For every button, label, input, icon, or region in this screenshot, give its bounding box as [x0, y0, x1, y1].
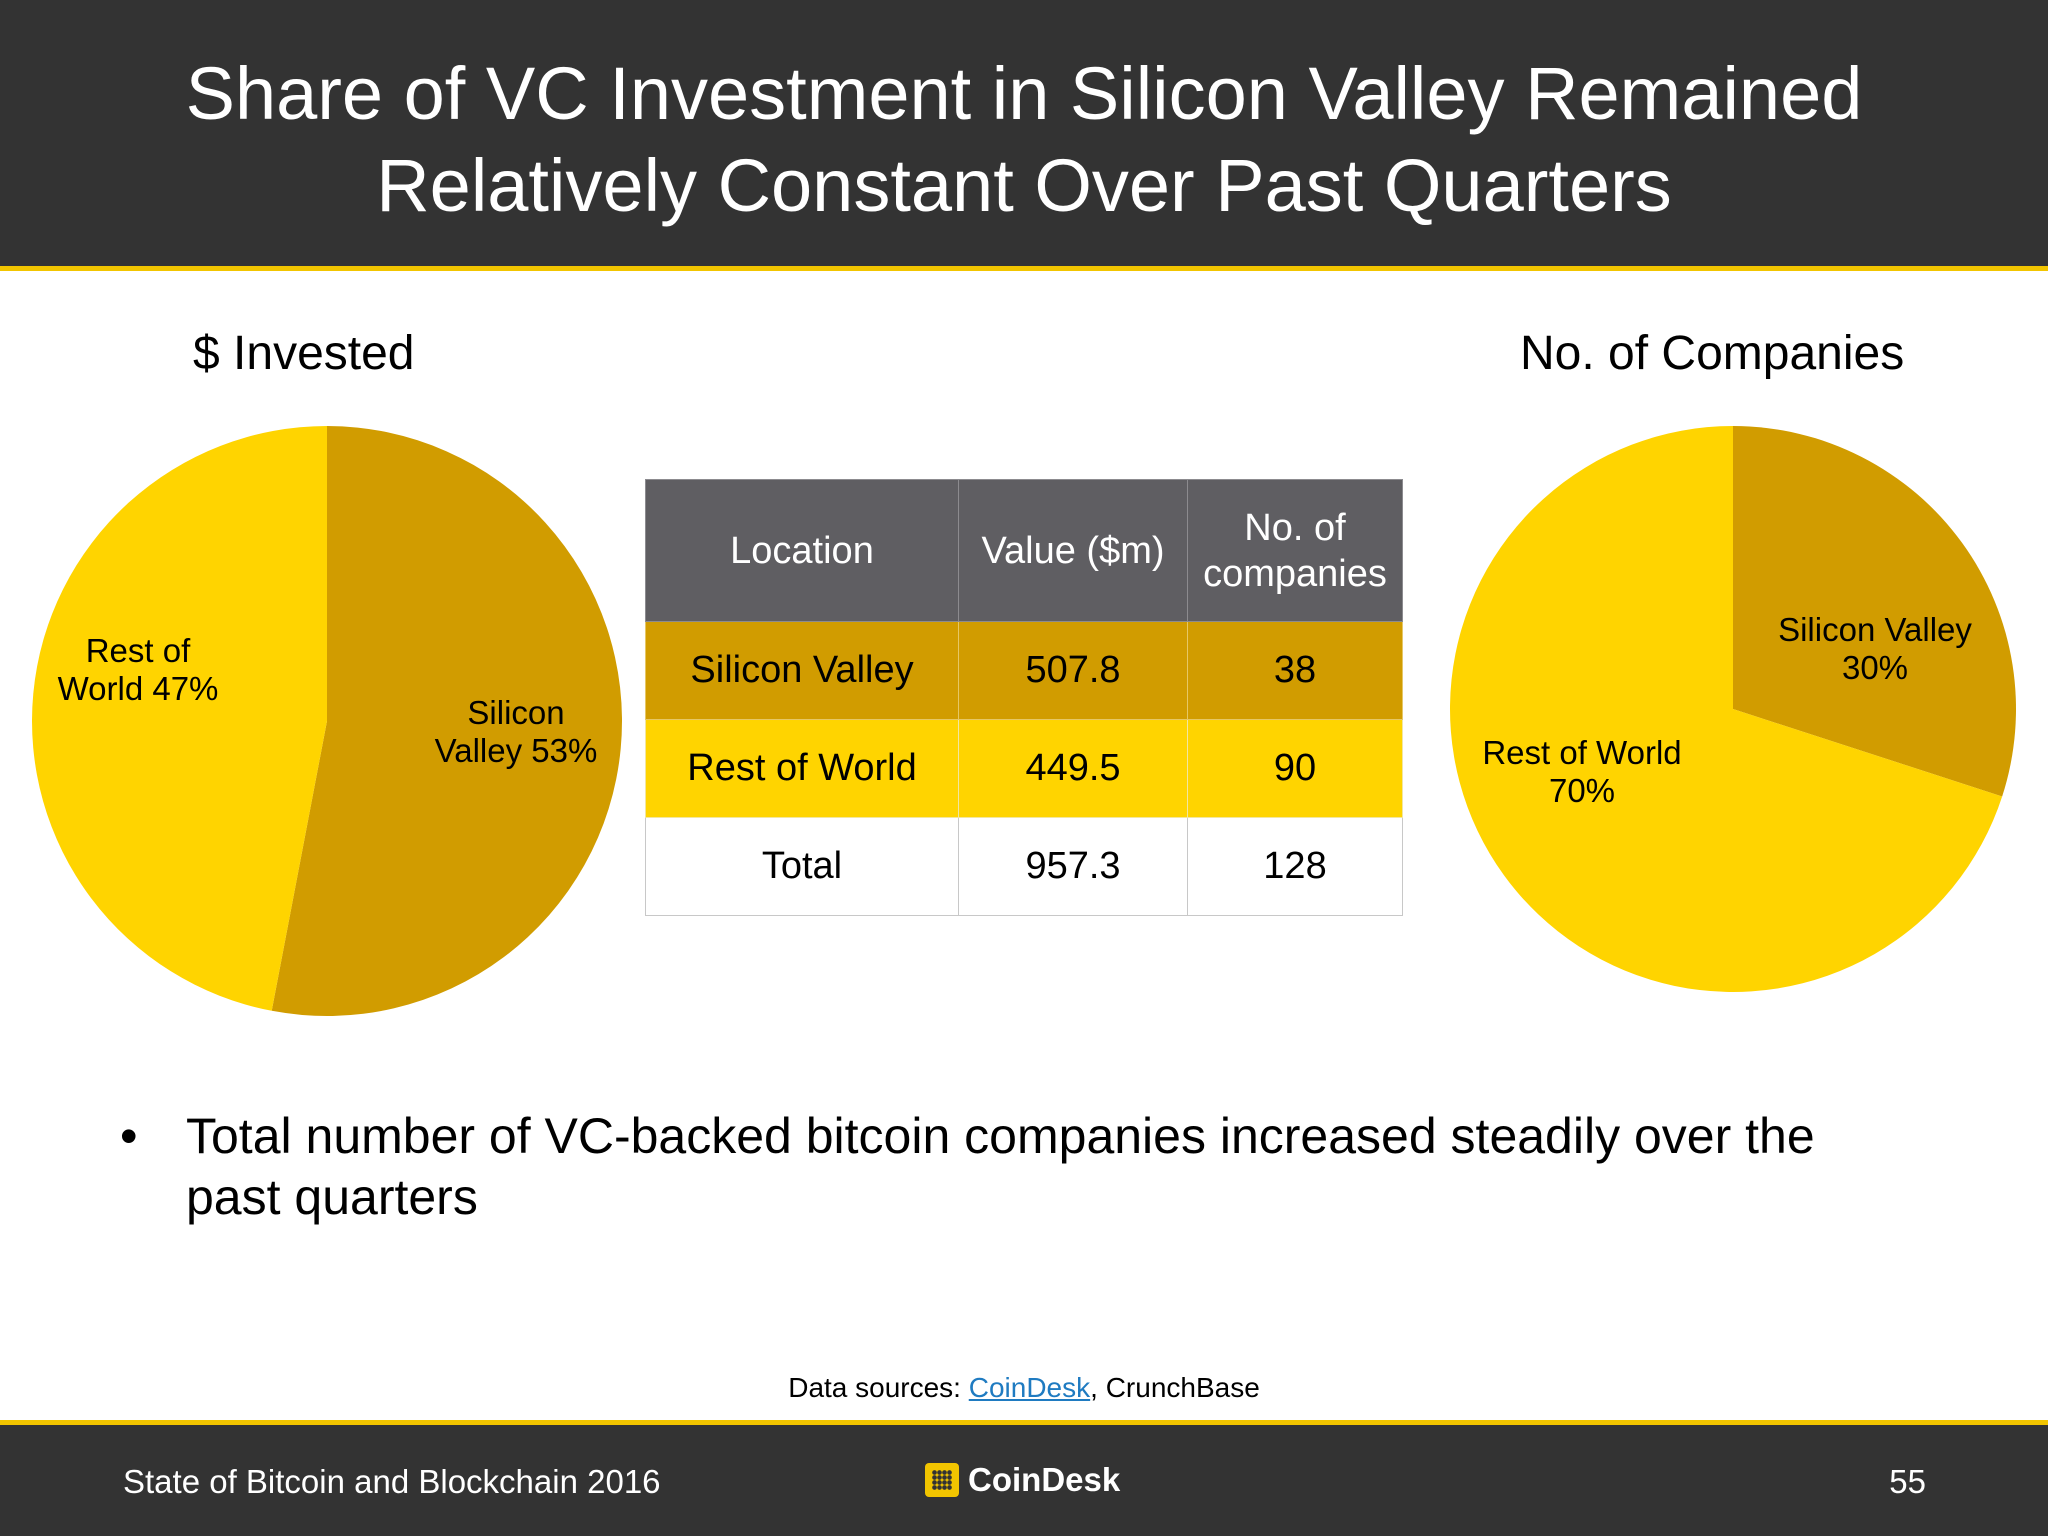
table-header-location: Location — [645, 479, 959, 622]
table-header-companies-line-1: No. of — [1244, 506, 1346, 549]
table-cell: 507.8 — [958, 621, 1188, 720]
table-row: Total 957.3 128 — [645, 817, 1403, 916]
table-cell: Rest of World — [645, 719, 959, 818]
table-cell: 449.5 — [958, 719, 1188, 818]
table-header-value: Value ($m) — [958, 479, 1188, 622]
bullet-line-1: Total number of VC-backed bitcoin compan… — [186, 1108, 1815, 1164]
slide-title-line-2: Relatively Constant Over Past Quarters — [376, 144, 1672, 227]
coindesk-link[interactable]: CoinDesk — [968, 1372, 1091, 1403]
bullet-text: Total number of VC-backed bitcoin compan… — [186, 1106, 1986, 1228]
coindesk-logo-text: CoinDesk — [968, 1461, 1121, 1498]
table-cell: 128 — [1187, 817, 1403, 916]
sources-rest: , CrunchBase — [1090, 1372, 1260, 1403]
table-cell: 38 — [1187, 621, 1403, 720]
companies-label-rest-of-world-line-1: Rest of World — [1482, 734, 1681, 771]
coindesk-logo-icon — [925, 1463, 959, 1497]
bullet-symbol: • — [120, 1108, 138, 1164]
slide-title: Share of VC Investment in Silicon Valley… — [0, 48, 2048, 232]
bullet-line-2: past quarters — [186, 1169, 478, 1225]
table-cell: Total — [645, 817, 959, 916]
table-cell: 957.3 — [958, 817, 1188, 916]
invested-chart-title: $ Invested — [193, 327, 415, 380]
invested-slice-rest-of-world — [32, 426, 327, 1011]
title-bar: Share of VC Investment in Silicon Valley… — [0, 0, 2048, 266]
investment-table: Location Value ($m) No. of companies Sil… — [645, 479, 1403, 916]
companies-label-rest-of-world-line-2: 70% — [1549, 772, 1615, 809]
invested-label-rest-of-world-line-1: Rest of — [86, 632, 191, 669]
companies-chart-title: No. of Companies — [1520, 327, 1905, 380]
companies-slice-silicon-valley — [1733, 426, 2016, 797]
data-sources: Data sources: CoinDesk, CrunchBase — [0, 1372, 2048, 1404]
invested-label-silicon-valley-line-1: Silicon — [467, 694, 564, 731]
slide-title-line-1: Share of VC Investment in Silicon Valley… — [185, 52, 1863, 135]
table-cell: 90 — [1187, 719, 1403, 818]
companies-label-silicon-valley-line-1: Silicon Valley — [1778, 611, 1972, 648]
coindesk-logo: CoinDesk — [925, 1459, 1120, 1501]
page-number: 55 — [1889, 1463, 1926, 1500]
invested-label-silicon-valley-line-2: Valley 53% — [435, 732, 598, 769]
sources-prefix: Data sources: — [788, 1372, 969, 1403]
header-accent-line — [0, 266, 2048, 271]
table-header-companies-line-2: companies — [1203, 552, 1387, 595]
table-row: Rest of World 449.5 90 — [645, 719, 1403, 818]
table-row: Silicon Valley 507.8 38 — [645, 621, 1403, 720]
footer-bar: State of Bitcoin and Blockchain 2016 Coi… — [0, 1425, 2048, 1536]
table-cell: Silicon Valley — [645, 621, 959, 720]
companies-label-silicon-valley-line-2: 30% — [1842, 649, 1908, 686]
invested-slice-silicon-valley — [271, 426, 623, 1016]
table-header-row: Location Value ($m) No. of companies — [645, 479, 1403, 622]
footer-accent-line — [0, 1420, 2048, 1425]
companies-slice-rest-of-world — [1450, 426, 2003, 992]
table-header-companies: No. of companies — [1187, 479, 1403, 622]
footer-report-title: State of Bitcoin and Blockchain 2016 — [123, 1463, 661, 1500]
invested-label-rest-of-world-line-2: World 47% — [58, 670, 219, 707]
